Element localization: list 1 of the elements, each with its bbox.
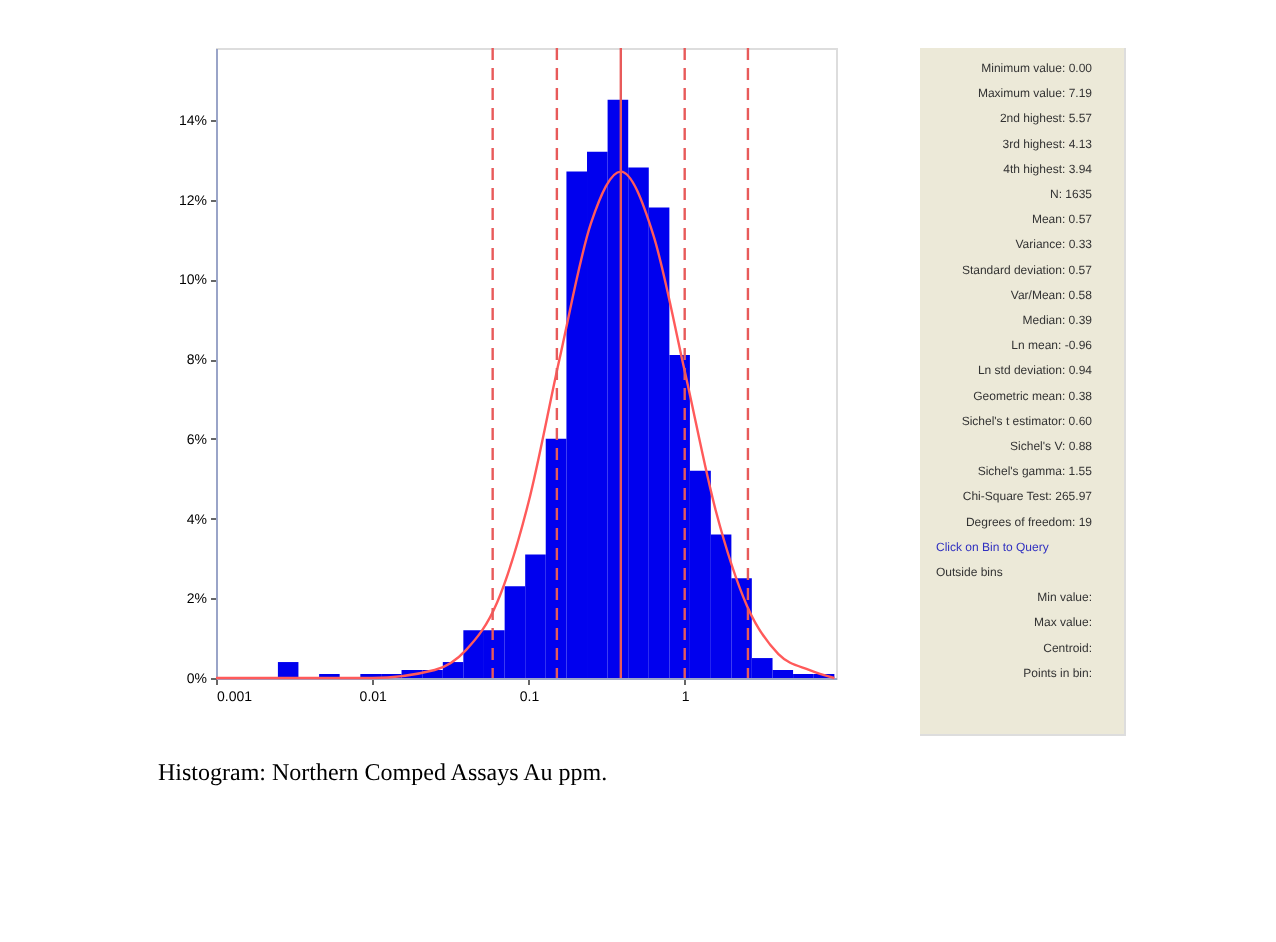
text: Histogram: Northern Comped Assays Au ppm.	[157, 758, 608, 786]
